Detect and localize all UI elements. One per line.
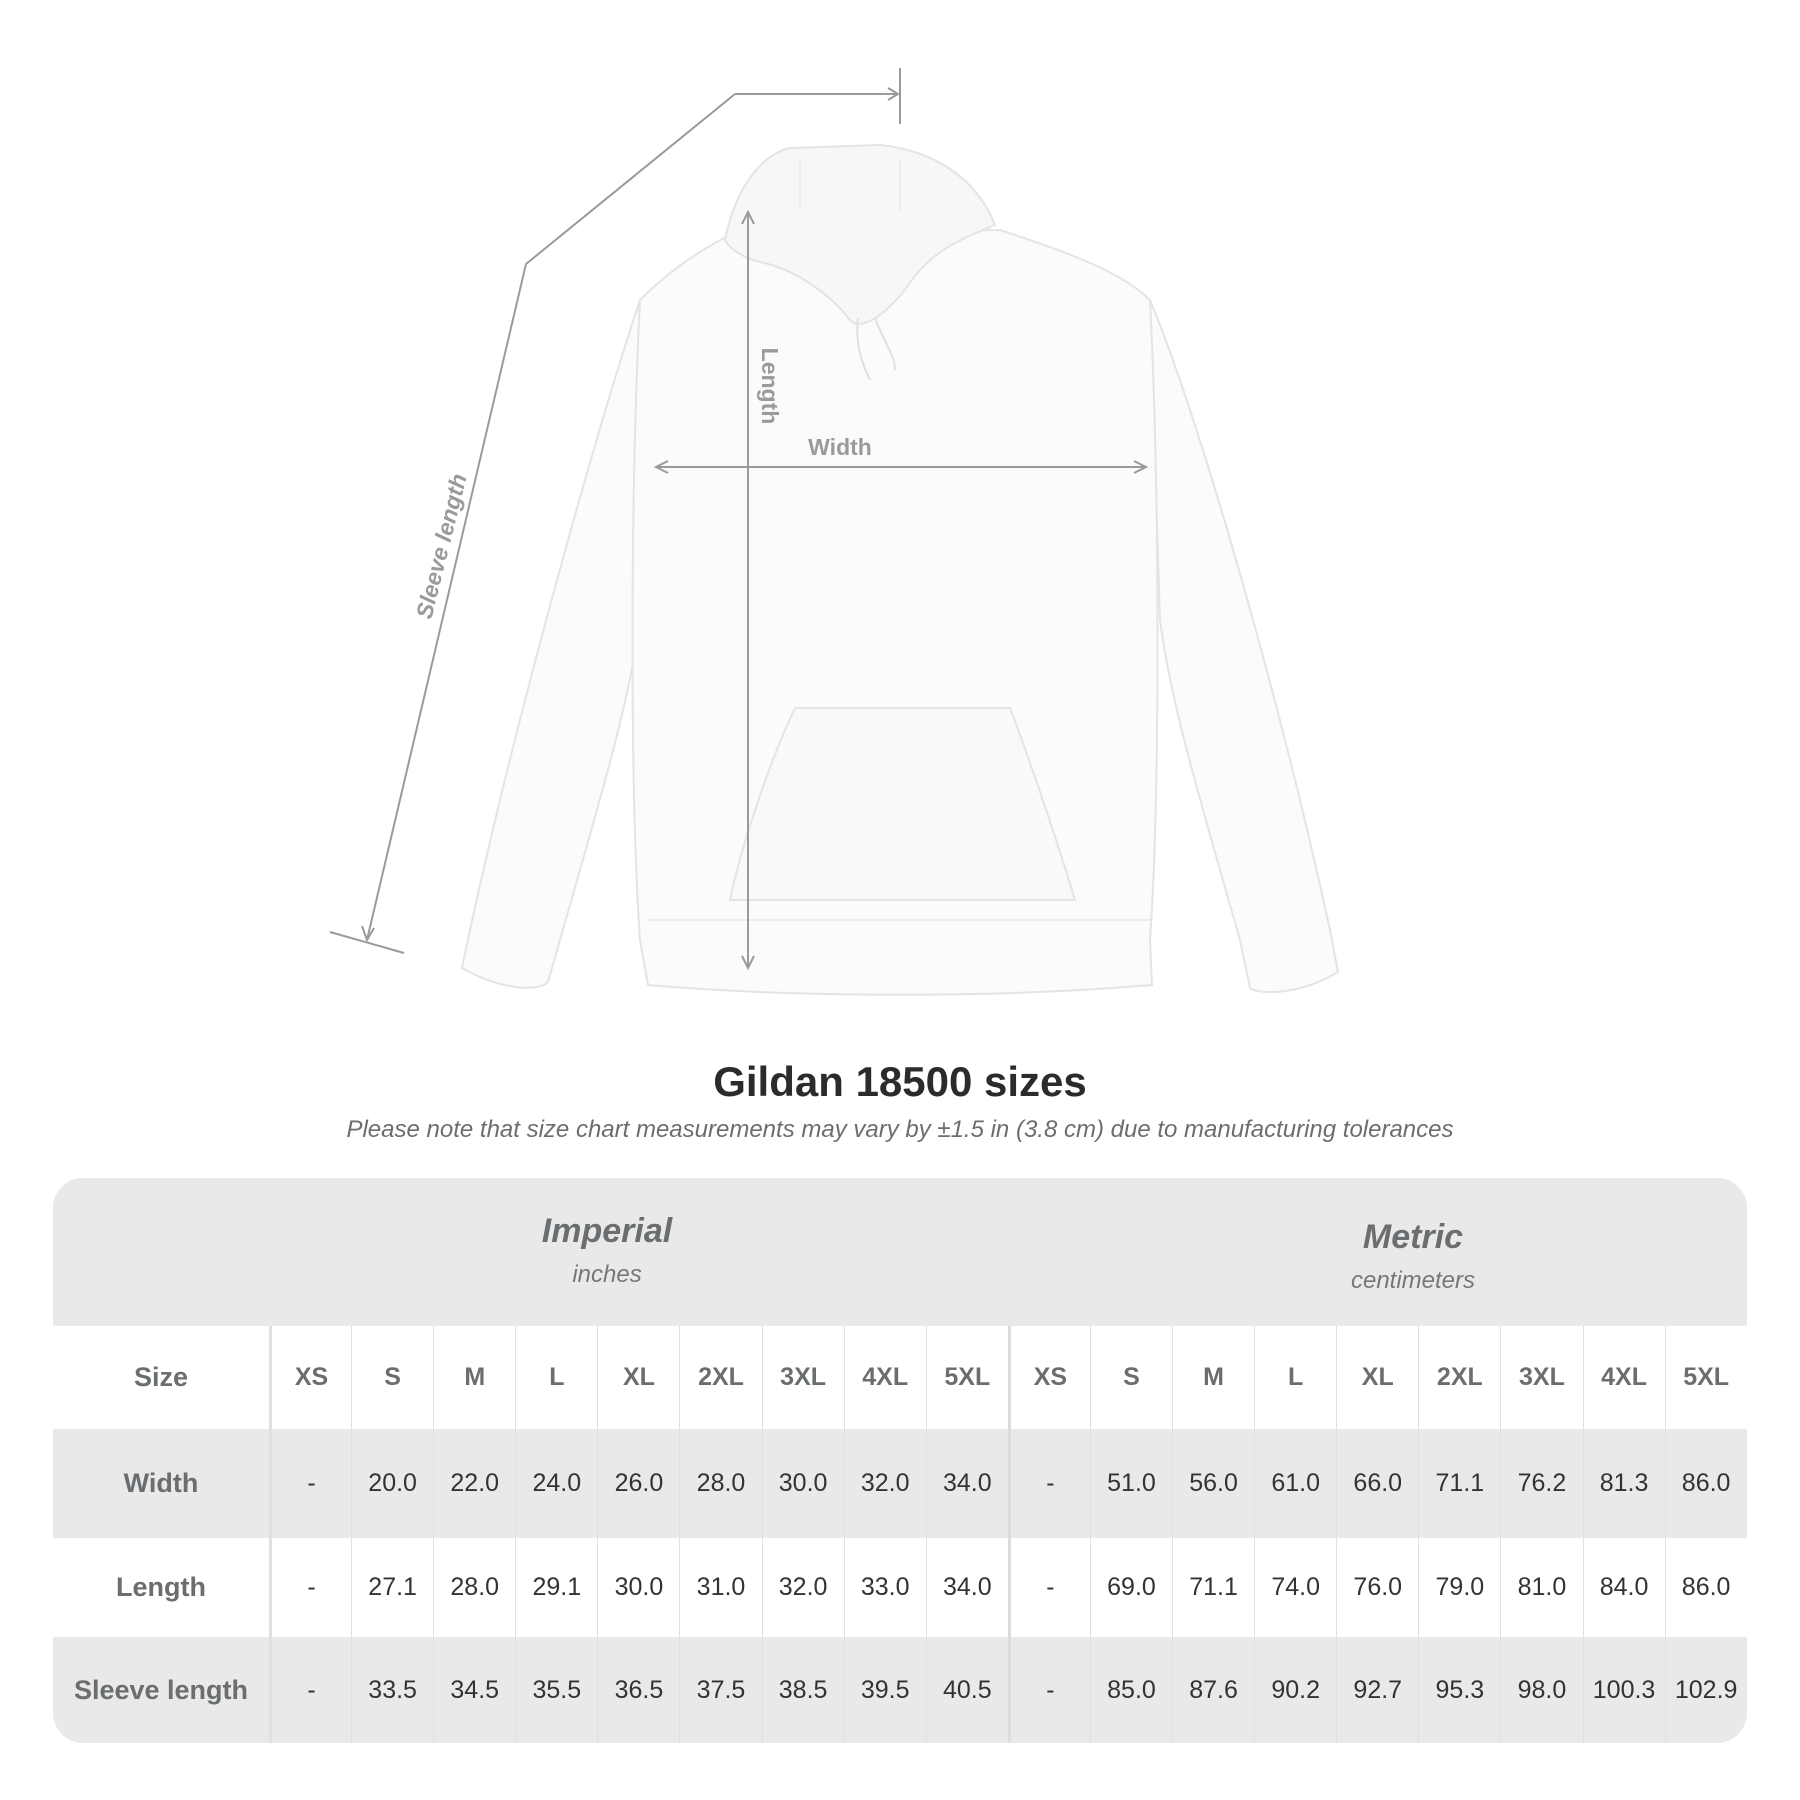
imperial-size-header: XL [597,1326,679,1429]
metric-value-cell: 86.0 [1664,1429,1747,1538]
length-label: Length [757,348,783,425]
metric-value-cell: - [1007,1637,1090,1743]
imperial-value-cell: 36.5 [597,1637,679,1743]
imperial-value-cell: 22.0 [433,1429,515,1538]
imperial-value-cell: 34.0 [925,1429,1008,1538]
metric-value-cell: 84.0 [1582,1538,1665,1637]
imperial-value-cell: 33.0 [843,1538,926,1637]
imperial-value-cell: 27.1 [351,1538,433,1637]
metric-header: Metric centimeters [1213,1218,1613,1295]
metric-value-cell: 86.0 [1664,1538,1747,1637]
metric-size-header: M [1172,1326,1254,1429]
metric-value-cell: 92.7 [1336,1637,1418,1743]
metric-value-cell: 79.0 [1418,1538,1500,1637]
metric-size-header: XL [1336,1326,1418,1429]
metric-value-cell: - [1007,1429,1090,1538]
measure-lines [329,68,1149,971]
imperial-value-cell: 30.0 [597,1538,679,1637]
metric-value-cell: 56.0 [1172,1429,1254,1538]
size-header-row: Size XS S M L XL 2XL 3XL 4XL 5XL XS S M L XL 2XL 3XL 4XL 5… [53,1326,1747,1429]
metric-size-header: 5XL [1664,1326,1747,1429]
imperial-size-header: 3XL [761,1326,844,1429]
metric-value-cell: 71.1 [1172,1538,1254,1637]
row-label: Width [123,1468,199,1498]
imperial-value-cell: - [269,1429,351,1538]
imperial-value-cell: 29.1 [515,1538,597,1637]
imperial-value-cell: 34.0 [925,1538,1008,1637]
metric-value-cell: 61.0 [1254,1429,1336,1538]
imperial-value-cell: 26.0 [597,1429,679,1538]
imperial-unit: inches [572,1261,642,1288]
imperial-value-cell: 38.5 [761,1637,844,1743]
imperial-value-cell: 37.5 [679,1637,761,1743]
page-title: Gildan 18500 sizes [713,1058,1087,1105]
metric-value-cell: 100.3 [1582,1637,1665,1743]
width-label: Width [808,434,872,460]
row-label: Size [133,1362,189,1392]
metric-size-header: 2XL [1418,1326,1500,1429]
metric-value-cell: 51.0 [1089,1429,1172,1538]
metric-value-cell: 98.0 [1500,1637,1582,1743]
row-label: Sleeve length [73,1674,249,1705]
imperial-size-header: L [515,1326,597,1429]
imperial-size-header: 4XL [843,1326,926,1429]
metric-size-header: L [1254,1326,1336,1429]
table-row: Length -27.1 28.0 29.1 30.0 31.0 32.0 33.0 34.0-… [53,1538,1747,1637]
metric-value-cell: 81.0 [1500,1538,1582,1637]
imperial-value-cell: 30.0 [761,1429,844,1538]
hoodie-image [460,143,1340,996]
metric-size-header: XS [1007,1326,1090,1429]
imperial-value-cell: 40.5 [925,1637,1008,1743]
metric-size-header: 4XL [1582,1326,1665,1429]
table-row: Width -20.0 22.0 24.0 26.0 28.0 30.0 32.0 34.0-5… [53,1429,1747,1538]
metric-value-cell: 69.0 [1089,1538,1172,1637]
metric-value-cell: 90.2 [1254,1637,1336,1743]
imperial-value-cell: 33.5 [351,1637,433,1743]
imperial-title: Imperial [541,1212,673,1250]
imperial-size-header: S [351,1326,433,1429]
row-label: Length [116,1572,206,1602]
metric-value-cell: 71.1 [1418,1429,1500,1538]
metric-unit: centimeters [1350,1267,1476,1294]
metric-value-cell: 102.9 [1664,1637,1747,1743]
imperial-value-cell: 20.0 [351,1429,433,1538]
metric-size-header: 3XL [1500,1326,1582,1429]
imperial-value-cell: 31.0 [679,1538,761,1637]
table-header: Imperial inches Metric centimeters [53,1178,1747,1326]
imperial-value-cell: 28.0 [433,1538,515,1637]
metric-title: Metric [1362,1218,1464,1256]
tolerance-note: Please note that size chart measurements… [346,1116,1454,1143]
hoodie-diagram: Sleeve length Length Width [329,68,1340,996]
imperial-header: Imperial inches [407,1212,807,1289]
imperial-size-header: 2XL [679,1326,761,1429]
imperial-value-cell: - [269,1538,351,1637]
metric-value-cell: 95.3 [1418,1637,1500,1743]
imperial-value-cell: 34.5 [433,1637,515,1743]
table-row: Sleeve length -33.5 34.5 35.5 36.5 37.5 38.5 39… [53,1637,1747,1743]
imperial-size-header: 5XL [925,1326,1008,1429]
metric-value-cell: 87.6 [1172,1637,1254,1743]
metric-size-header: S [1089,1326,1172,1429]
metric-value-cell: 74.0 [1254,1538,1336,1637]
imperial-value-cell: 32.0 [761,1538,844,1637]
imperial-size-header: XS [269,1326,351,1429]
imperial-value-cell: 24.0 [515,1429,597,1538]
imperial-value-cell: 32.0 [843,1429,926,1538]
imperial-size-header: M [433,1326,515,1429]
metric-value-cell: 85.0 [1089,1637,1172,1743]
imperial-value-cell: 39.5 [843,1637,926,1743]
metric-value-cell: 76.0 [1336,1538,1418,1637]
imperial-value-cell: - [269,1637,351,1743]
metric-value-cell: 81.3 [1582,1429,1665,1538]
metric-value-cell: 76.2 [1500,1429,1582,1538]
sleeve-length-label: Sleeve length [411,471,472,621]
imperial-value-cell: 28.0 [679,1429,761,1538]
metric-value-cell: - [1007,1538,1090,1637]
size-table: Imperial inches Metric centimeters Size X… [53,1178,1747,1743]
imperial-value-cell: 35.5 [515,1637,597,1743]
metric-value-cell: 66.0 [1336,1429,1418,1538]
